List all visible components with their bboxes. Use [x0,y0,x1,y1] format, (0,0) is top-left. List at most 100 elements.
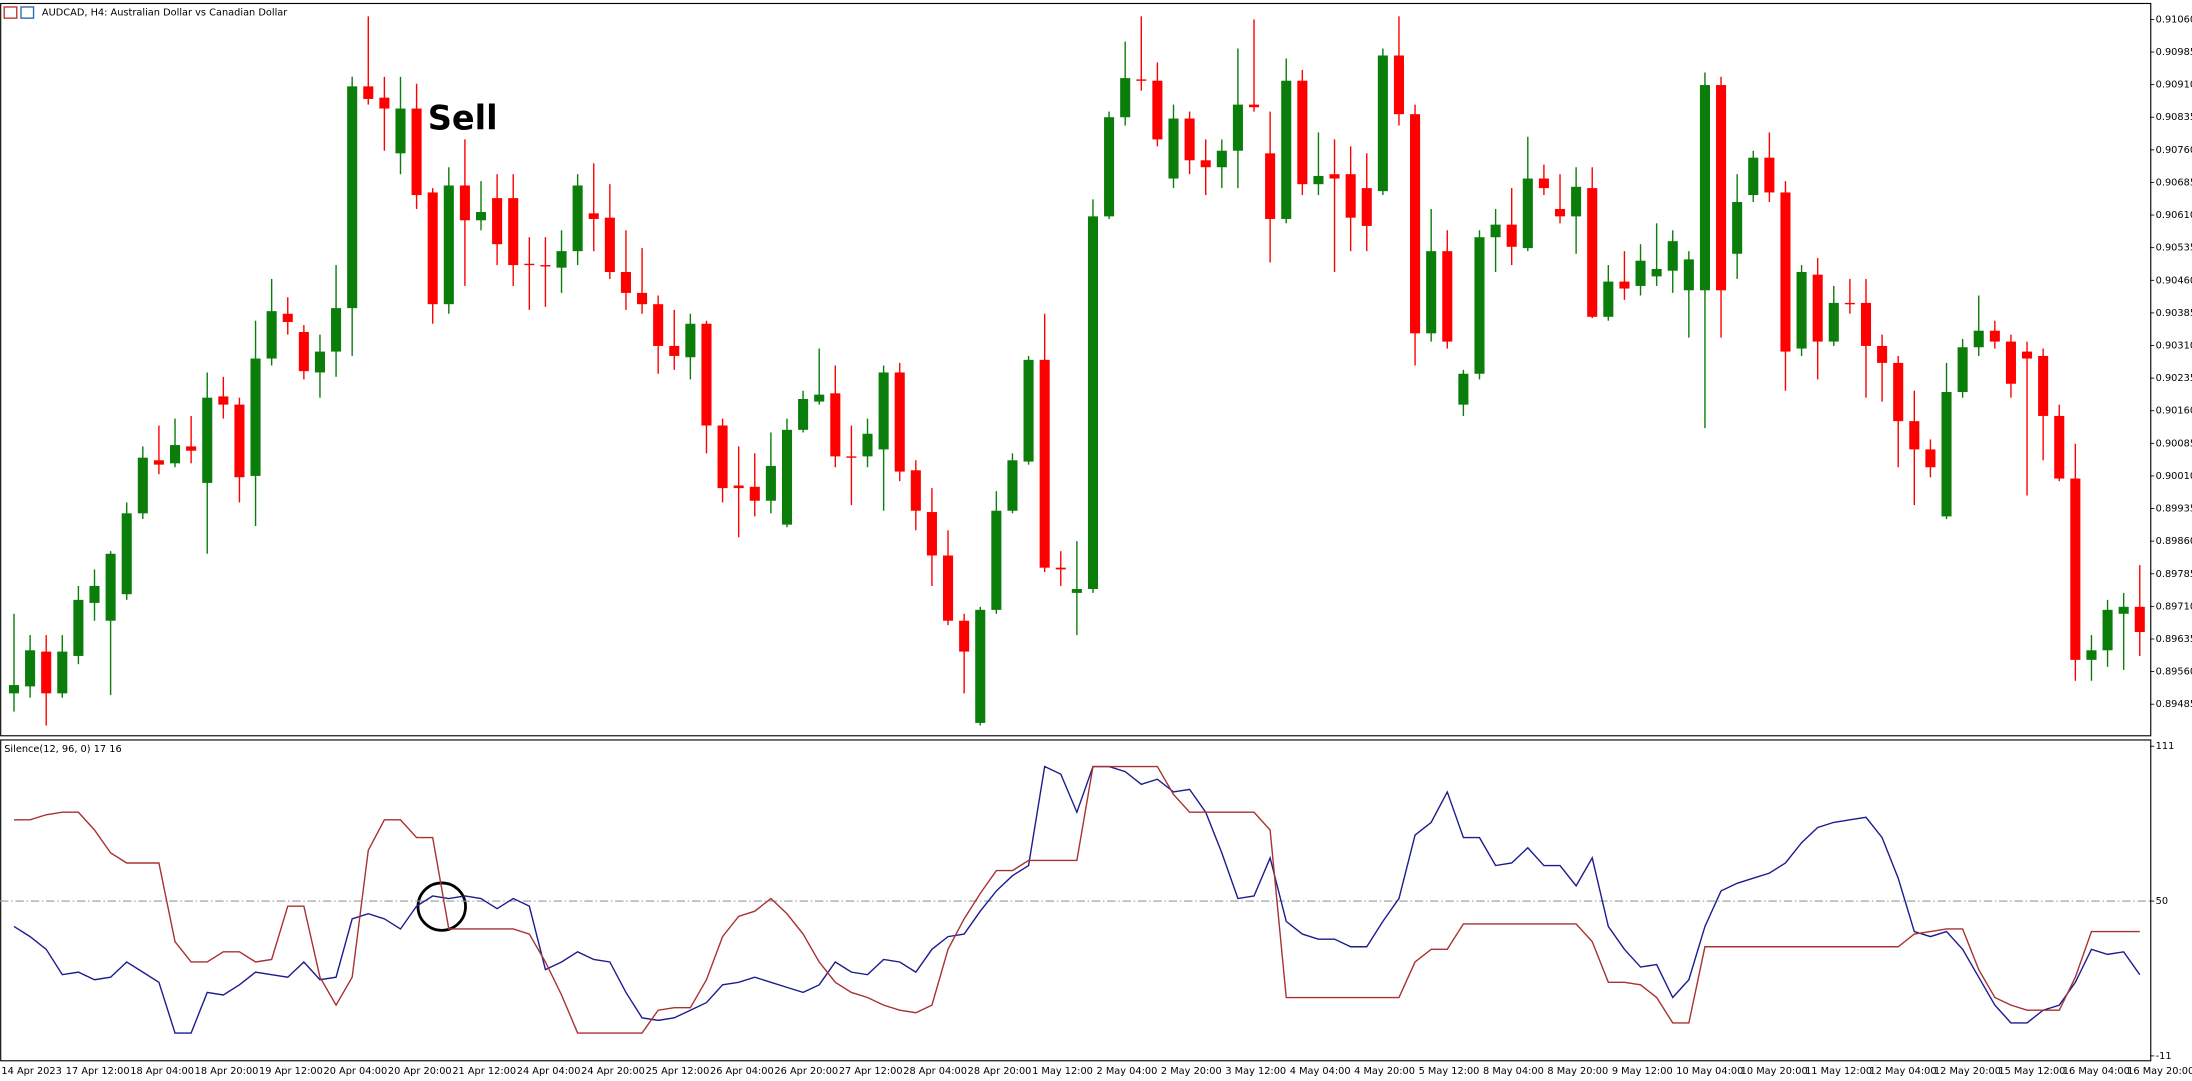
candle-body [1522,178,1533,249]
candle-body [1281,80,1292,219]
x-tick-label: 8 May 20:00 [1547,1066,1608,1077]
candle-body [1458,373,1469,405]
candle-body [2054,415,2065,479]
candle-body [1184,118,1195,161]
candle-body [492,198,503,245]
candle-body [137,457,148,514]
candle-body [959,620,970,652]
price-panel [0,2,2152,737]
candle-body [234,404,245,478]
candle-body [1780,192,1791,352]
indicator-panel [0,739,2152,1062]
candle-body [1313,175,1324,185]
candle-body [1764,157,1775,193]
candle-body [1796,272,1807,349]
candle-body [266,311,277,359]
candle-body [1361,188,1372,226]
x-tick-label: 14 Apr 2023 [1,1066,61,1077]
candle-body [1039,359,1050,568]
candle-body [1136,79,1147,81]
y-tick-label: 0.89485 [2156,699,2192,710]
x-tick-label: 20 Apr 20:00 [388,1066,452,1077]
candle-body [427,192,438,305]
candle-body [1538,178,1549,189]
candle-body [878,372,889,450]
x-tick-label: 10 May 20:00 [1741,1066,1808,1077]
candle-body [1667,241,1678,271]
candle-body [1925,449,1936,468]
candle-body [1989,330,2000,342]
candle-body [669,345,680,356]
candle-body [2118,606,2129,614]
candle-body [975,609,986,723]
x-tick-label: 19 Apr 12:00 [259,1066,323,1077]
y-tick-label: 111 [2156,741,2175,752]
candle-body [1297,80,1308,185]
candle-body [2038,355,2049,416]
candle-body [1506,224,1517,247]
x-tick-label: 5 May 12:00 [1419,1066,1480,1077]
candle-body [524,263,535,266]
indicator-line [13,765,2140,1034]
candle-body [1748,157,1759,196]
candle-body [1007,460,1018,511]
candle-body [57,651,68,694]
candle-body [781,429,793,525]
candle-body [459,185,470,221]
candle-body [1490,224,1501,238]
candle-body [2070,478,2081,660]
candle-body [475,212,487,221]
x-tick-label: 9 May 12:00 [1612,1066,1673,1077]
x-tick-label: 12 May 20:00 [1934,1066,2001,1077]
candle-body [798,398,809,430]
x-tick-label: 2 May 20:00 [1161,1066,1222,1077]
candle-body [1377,55,1388,192]
candle-body [1828,302,1839,342]
indicator-line [13,765,2141,1034]
candle-body [1023,359,1034,462]
candle-body [2102,609,2113,651]
candle-body [572,185,583,252]
candle-body [556,251,567,268]
candle-body [910,470,921,511]
candle-body [25,650,36,687]
candle-body [685,323,696,358]
candle-body [991,510,1002,610]
candle-body [1248,104,1260,108]
candle-body [411,108,422,196]
candle-body [2005,341,2016,384]
candle-body [1893,362,1904,422]
candle-body [1619,281,1630,289]
candle-body [41,651,52,694]
candle-body [1329,174,1340,179]
candle-body [105,553,116,621]
y-tick-label: 0.90235 [2156,373,2192,384]
indicator-title: Silence(12, 96, 0) 17 16 [4,744,122,755]
x-tick-label: 21 Apr 12:00 [452,1066,516,1077]
y-tick-label: 0.89935 [2156,504,2192,515]
candle-body [2134,606,2145,633]
chart-title: AUDCAD, H4: Australian Dollar vs Canadia… [42,8,288,19]
candle-body [1071,588,1082,593]
candle-body [765,465,776,501]
candle-body [1957,347,1968,393]
candle-body [1232,104,1243,151]
x-tick-label: 25 Apr 12:00 [646,1066,710,1077]
candle-body [926,512,937,556]
candle-body [1168,118,1179,179]
candle-body [1941,392,1952,517]
candle-body [8,685,20,694]
candle-body [1410,114,1421,334]
x-tick-label: 26 Apr 20:00 [774,1066,838,1077]
candle-body [1474,237,1485,374]
x-tick-label: 4 May 20:00 [1354,1066,1415,1077]
candle-body [814,394,825,402]
candle-body [894,372,905,472]
